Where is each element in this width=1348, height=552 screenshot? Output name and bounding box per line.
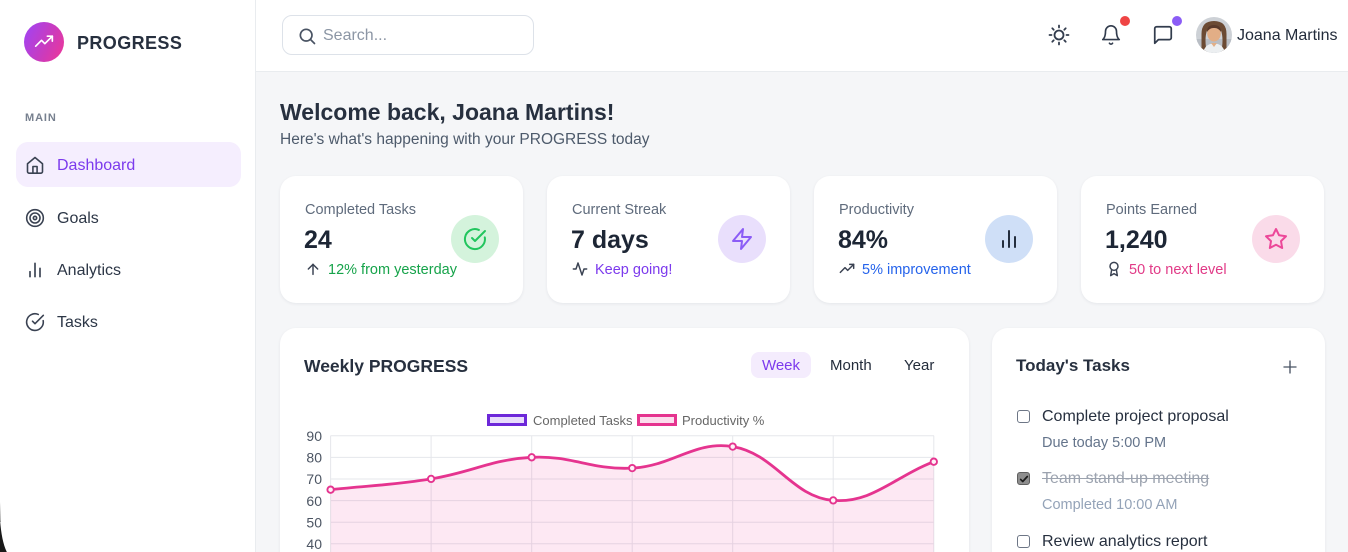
svg-text:60: 60 — [306, 493, 322, 509]
svg-text:90: 90 — [306, 428, 322, 444]
svg-text:80: 80 — [306, 450, 322, 466]
svg-text:50: 50 — [306, 514, 322, 530]
svg-text:70: 70 — [306, 471, 322, 487]
svg-text:40: 40 — [306, 536, 322, 552]
